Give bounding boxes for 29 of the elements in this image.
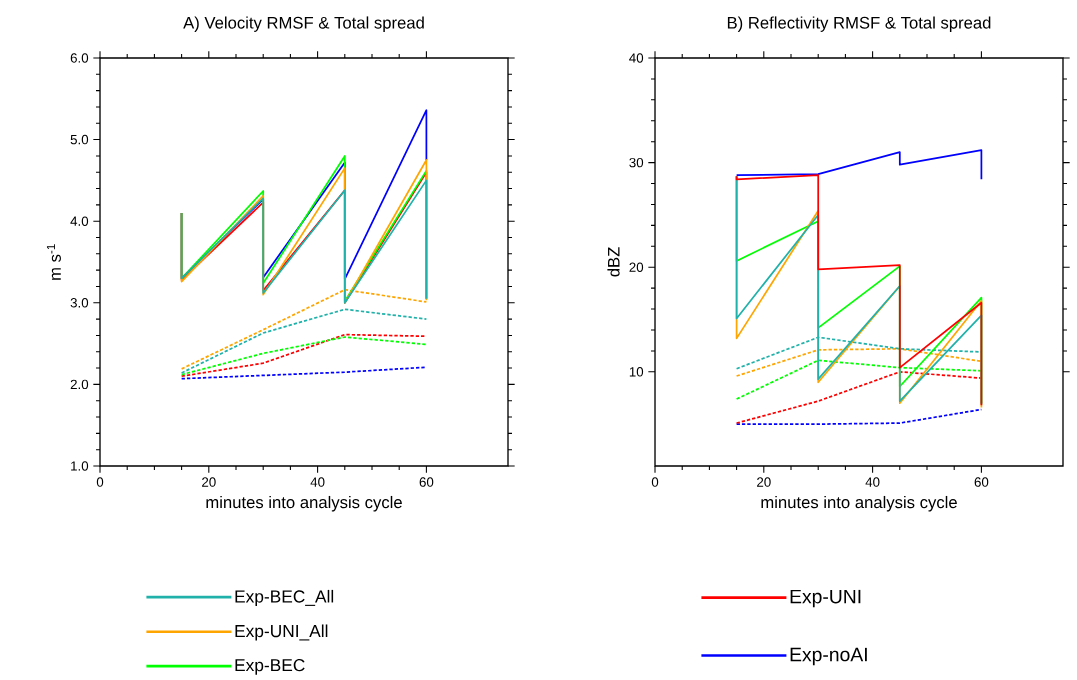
x-tick-label: 0 [651, 477, 659, 487]
x-tick-label: 60 [974, 477, 989, 487]
y-tick-label: 6.0 [70, 53, 89, 63]
y-tick-label: 5.0 [70, 134, 89, 145]
y-tick-label: 3.0 [70, 298, 89, 308]
x-tick-label: 40 [865, 477, 880, 487]
x-tick-label: 40 [310, 477, 325, 487]
y-tick-label: 4.0 [70, 216, 89, 226]
legend-label: Exp-noAI [790, 647, 867, 666]
x-axis-title: minutes into analysis cycle [206, 495, 402, 512]
y-tick-label: 2.0 [70, 379, 89, 390]
x-tick-label: 0 [96, 477, 104, 487]
x-tick-label: 20 [202, 477, 216, 487]
y-tick-label: 10 [629, 367, 644, 377]
legend-label: Exp-BEC [235, 659, 305, 675]
y-tick-label: 1.0 [71, 461, 89, 471]
y-axis-title: m s$^{-1}$ [46, 244, 61, 280]
x-tick-label: 20 [757, 477, 771, 487]
chart-title: B) Reflectivity RMSF & Total spread [727, 16, 991, 32]
y-tick-label: 20 [629, 262, 644, 272]
chart-title: A) Velocity RMSF & Total spread [183, 16, 424, 32]
y-tick-label: 30 [629, 157, 644, 168]
y-axis-title: dBZ [607, 247, 620, 277]
legend-label: Exp-UNI [790, 589, 861, 608]
x-axis-title: minutes into analysis cycle [761, 495, 957, 512]
legend-label: Exp-BEC_All [235, 589, 334, 607]
y-tick-label: 40 [629, 53, 644, 63]
x-tick-label: 60 [419, 477, 434, 487]
legend-label: Exp-UNI_All [235, 624, 328, 641]
